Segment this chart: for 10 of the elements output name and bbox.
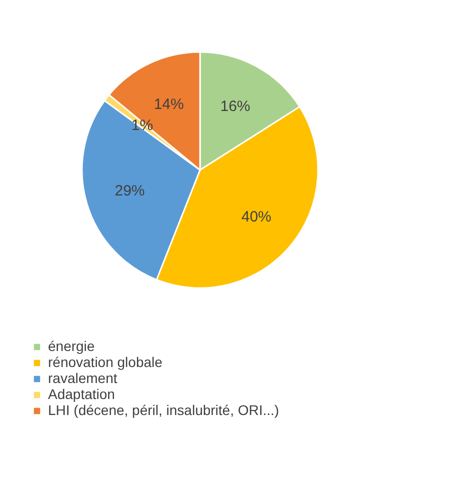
data-label: 29% (114, 182, 145, 200)
data-label: 16% (220, 98, 250, 115)
legend-label: LHI (décene, péril, insalubrité, ORI...) (48, 402, 280, 418)
legend-label: Adaptation (48, 386, 115, 402)
legend-label: rénovation globale (48, 354, 163, 370)
data-label: 14% (154, 96, 184, 113)
legend-label: énergie (48, 338, 95, 354)
legend-label: ravalement (48, 370, 118, 386)
data-label: 1% (131, 117, 154, 134)
data-label: 40% (241, 208, 272, 226)
